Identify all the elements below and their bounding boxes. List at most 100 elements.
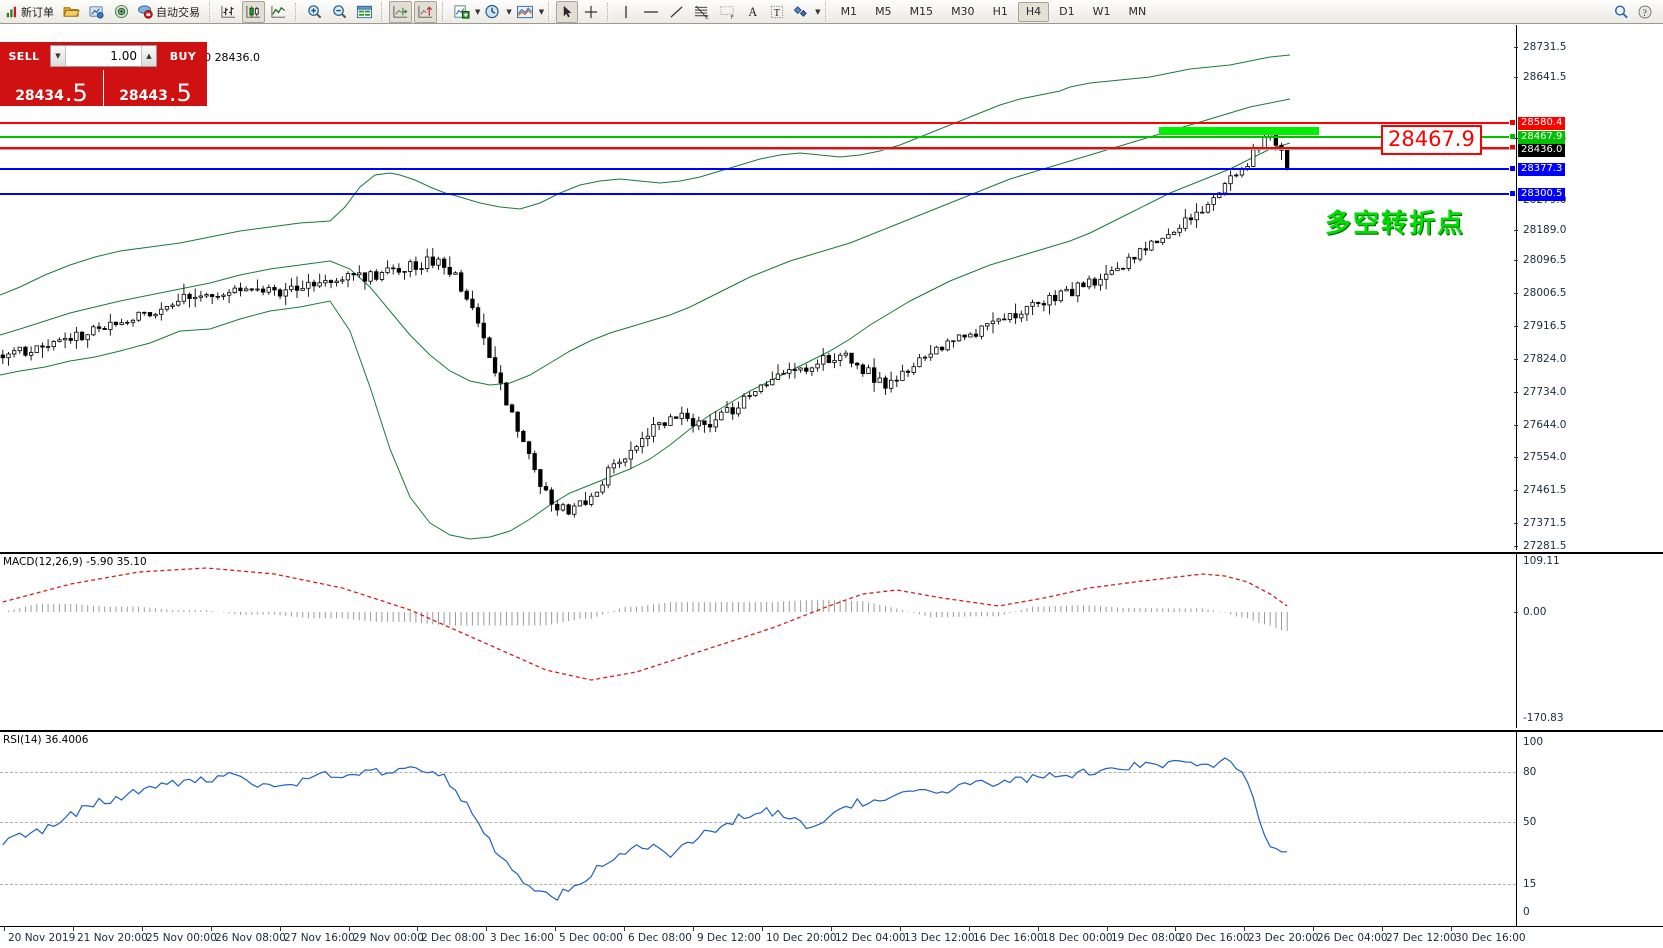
autotrade-button[interactable]: 自动交易 [135,1,204,23]
time-axis[interactable]: 20 Nov 2019 21 Nov 20:00 25 Nov 00:00 26 No… [0,926,1663,948]
timeframe-mn[interactable]: MN [1128,5,1147,18]
label-icon: T [771,5,784,18]
time-axis-label: 21 Nov 20:00 [77,932,148,944]
cursor-button[interactable] [556,0,579,23]
text-button[interactable]: A [742,1,764,23]
time-axis-label: 13 Dec 12:00 [904,932,975,944]
zoom-out-button[interactable] [328,1,351,23]
rsi-label-80: 80 [1523,766,1537,778]
vertical-line-button[interactable] [615,1,637,23]
templates-dropdown-caret[interactable]: ▼ [538,7,545,16]
indicators-button[interactable] [450,1,473,23]
indicators-dropdown-caret[interactable]: ▼ [475,7,481,16]
level-badge-28580[interactable]: 28580.4 [1518,117,1566,130]
profiles-button[interactable] [85,1,108,23]
search-button[interactable] [1610,1,1632,23]
price-axis[interactable]: 28731.5 28641.5 28551.5 28279.0 28189.0 … [1514,25,1663,550]
macd-pane[interactable]: MACD(12,26,9) -5.90 35.10 109.11 0.00 -1… [0,552,1663,728]
new-order-label: 新订单 [21,5,54,19]
level-line-28377[interactable] [0,168,1516,170]
level-handle-28580[interactable] [1509,119,1516,126]
toolbar-separator-2 [295,2,298,21]
candlestick-chart-button[interactable] [242,0,265,23]
volume-decrement-button[interactable]: ▼ [51,46,66,66]
timeframe-m1[interactable]: M1 [840,5,858,18]
axis-tick [1514,523,1518,524]
volume-input[interactable]: 1.00 [110,49,137,63]
timeframe-m30[interactable]: M30 [951,5,975,18]
zoom-out-icon [333,4,347,18]
autotrade-label: 自动交易 [156,5,200,19]
auto-scroll-button[interactable] [414,0,437,23]
zoom-in-button[interactable] [303,1,326,23]
level-handle-28300[interactable] [1509,190,1516,197]
axis-tick [1514,293,1518,294]
tile-windows-button[interactable] [353,1,376,23]
level-handle-28377[interactable] [1509,165,1516,172]
templates-button[interactable] [513,1,537,23]
trendline-button[interactable] [665,1,688,23]
time-axis-label: 25 Nov 00:00 [146,932,217,944]
shapes-dropdown-caret[interactable]: ▼ [815,7,821,16]
line-chart-button[interactable] [267,1,290,23]
sell-price[interactable]: 28434 .5 [0,70,104,106]
time-axis-tick [1382,927,1383,931]
shapes-button[interactable] [790,1,813,23]
label-button[interactable]: T [766,1,788,23]
time-axis-label: 19 Dec 08:00 [1111,932,1182,944]
level-line-28467[interactable] [0,136,1516,138]
axis-tick [1514,138,1518,139]
time-axis-tick [349,927,350,931]
time-axis-tick [211,927,212,931]
level-badge-28467[interactable]: 28467.9 [1518,131,1566,144]
timeframe-h1[interactable]: H1 [992,5,1008,18]
buy-button[interactable]: BUY [159,42,207,70]
new-order-button[interactable]: 新订单 [3,1,58,23]
bar-chart-button[interactable] [217,1,240,23]
timeframe-m5[interactable]: M5 [875,5,892,18]
signals-button[interactable] [110,1,133,23]
volume-stepper[interactable]: ▼ 1.00 ▲ [50,45,157,67]
horizontal-line-button[interactable] [639,1,663,23]
level-handle-28522[interactable] [1509,144,1516,151]
axis-label-27461: 27461.5 [1523,484,1567,496]
turning-point-annotation[interactable]: 多空转折点 [1325,209,1466,239]
folder-button[interactable] [60,1,83,23]
crosshair-icon [585,5,598,18]
axis-label-27824: 27824.0 [1523,353,1567,365]
time-axis-label: 29 Nov 00:00 [353,932,424,944]
level-badge-28377[interactable]: 28377.3 [1518,163,1566,176]
one-click-trading-panel[interactable]: SELL ▼ 1.00 ▲ BUY 28434 .5 28443 .5 [0,42,207,106]
timeframe-m15[interactable]: M15 [909,5,934,18]
help-button[interactable]: ? [1634,1,1656,23]
macd-label-zero: 0.00 [1523,606,1547,618]
rsi-pane[interactable]: RSI(14) 36.4006 100 80 50 15 0 [0,730,1663,926]
channel-button[interactable]: F [716,1,740,23]
crosshair-button[interactable] [580,1,602,23]
time-axis-label: 6 Dec 08:00 [628,932,692,944]
volume-increment-button[interactable]: ▲ [141,46,156,66]
rsi-chart-svg [2,757,1288,901]
level-line-28580[interactable] [0,122,1516,124]
level-handle-28467[interactable] [1509,133,1516,140]
buy-price[interactable]: 28443 .5 [104,70,207,106]
sell-button[interactable]: SELL [0,42,48,70]
time-axis-label: 16 Dec 16:00 [973,932,1044,944]
price-pane[interactable]: 28467.9 多空转折点 28731.5 28641.5 28551.5 28… [0,25,1663,550]
timeframe-w1[interactable]: W1 [1092,5,1111,18]
period-button[interactable] [481,1,504,23]
shift-end-button[interactable] [389,0,412,23]
fibonacci-button[interactable]: E [690,1,714,23]
period-dropdown-caret[interactable]: ▼ [506,7,512,16]
chart-area[interactable]: ▲ DJ30-,H4 28436.0 28436.0 28436.0 28436… [0,25,1663,948]
svg-text:A: A [749,5,758,19]
time-axis-tick [486,927,487,931]
timeframe-h4[interactable]: H4 [1017,1,1050,22]
level-line-28300[interactable] [0,193,1516,195]
level-badge-28300[interactable]: 28300.5 [1518,188,1566,201]
timeframe-d1[interactable]: D1 [1059,5,1075,18]
time-axis-label: 27 Dec 12:00 [1386,932,1457,944]
level-line-28522[interactable] [0,147,1516,149]
price-callout-box[interactable]: 28467.9 [1381,125,1482,156]
axis-tick [1514,546,1518,547]
